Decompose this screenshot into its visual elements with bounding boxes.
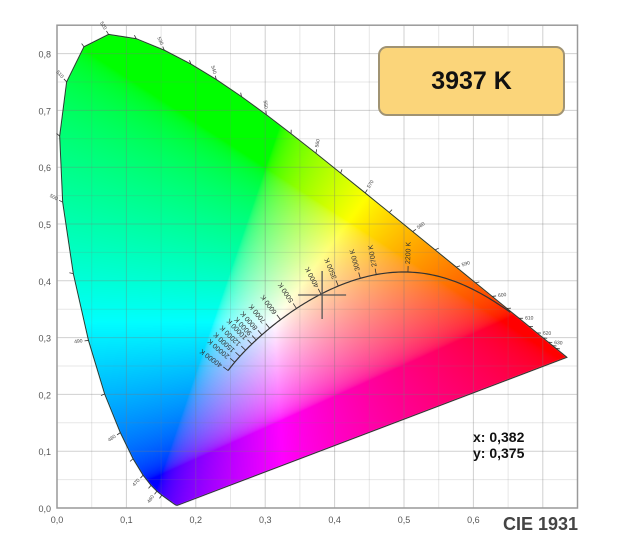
wavelength-tick: [129, 458, 134, 462]
x-tick-label: 0,6: [467, 515, 480, 525]
diagram-label: CIE 1931: [503, 514, 579, 534]
cct-label: 3500 K: [324, 256, 339, 279]
wavelength-tick: [116, 432, 121, 436]
wavelength-tick: [81, 43, 85, 48]
x-tick-label: 0,4: [328, 515, 341, 525]
y-tick-label: 0,6: [38, 163, 51, 173]
wavelength-label: 490: [74, 338, 83, 345]
wavelength-label: 500: [48, 193, 58, 202]
wavelength-label: 520: [98, 21, 108, 31]
coordinate-readout: x: 0,382 y: 0,375: [473, 429, 524, 461]
wavelength-label: 630: [554, 340, 563, 347]
x-tick-label: 0,5: [398, 515, 411, 525]
cct-tick: [265, 323, 270, 329]
readout-y: y: 0,375: [473, 445, 525, 461]
wavelength-tick: [214, 75, 217, 80]
wavelength-tick: [475, 281, 480, 284]
y-tick-label: 0,2: [38, 390, 51, 400]
wavelength-label: 480: [107, 434, 117, 444]
cct-tick: [276, 314, 281, 320]
wavelength-label: 470: [131, 478, 141, 488]
wavelength-tick: [162, 46, 165, 51]
wavelength-tick: [148, 485, 152, 489]
wavelength-label: 590: [461, 260, 471, 268]
cct-label: 2200 K: [405, 241, 413, 264]
y-tick-label: 0,0: [38, 504, 51, 514]
wavelength-tick: [58, 199, 63, 203]
selected-point-crosshair: [298, 271, 347, 319]
wavelength-label: 540: [209, 65, 217, 75]
y-tick-label: 0,3: [38, 334, 51, 344]
wavelength-tick: [189, 60, 192, 65]
cct-tick: [247, 339, 253, 345]
y-tick-label: 0,1: [38, 447, 51, 457]
cct-label: 3000 K: [349, 248, 362, 272]
y-tick-label: 0,5: [38, 220, 51, 230]
cct-label: 2700 K: [368, 244, 379, 267]
wavelength-label: 510: [54, 70, 64, 80]
wavelength-tick: [56, 133, 60, 137]
cct-label: 4000 K: [304, 265, 321, 288]
cct-tick: [251, 335, 257, 341]
wavelength-tick: [106, 30, 109, 35]
wavelength-tick: [100, 393, 105, 396]
wavelength-label: 620: [543, 331, 552, 337]
wavelength-label: 600: [498, 292, 507, 299]
wavelength-tick: [240, 92, 242, 97]
cct-label: 5000 K: [277, 281, 295, 304]
x-tick-label: 0,1: [120, 515, 133, 525]
wavelength-label: 580: [416, 221, 426, 231]
wavelength-label: 570: [366, 179, 376, 189]
x-tick-label: 0,3: [259, 515, 272, 525]
cct-tick: [223, 366, 229, 371]
wavelength-label: 610: [525, 315, 534, 321]
wavelength-tick: [63, 78, 67, 83]
wavelength-tick: [456, 265, 461, 268]
cct-tick: [374, 268, 377, 275]
wavelength-tick: [154, 490, 158, 495]
wavelength-tick: [434, 247, 439, 251]
cct-value: 3937 K: [431, 66, 512, 95]
cct-tick: [335, 280, 339, 287]
wavelength-tick: [159, 494, 163, 499]
wavelength-label: 460: [146, 494, 156, 504]
wavelength-tick: [140, 474, 144, 479]
cct-tick: [229, 357, 236, 363]
wavelength-tick: [412, 228, 417, 232]
plot-frame: [56, 24, 579, 509]
cct-tick: [241, 345, 246, 351]
cct-tick: [358, 272, 361, 279]
wavelength-label: 560: [314, 138, 321, 147]
wavelength-tick: [69, 272, 74, 274]
cct-badge: 3937 K: [378, 46, 565, 116]
wavelength-tick: [388, 209, 393, 213]
readout-x: x: 0,382: [473, 429, 525, 445]
wavelength-tick: [315, 149, 318, 154]
wavelength-tick: [134, 34, 137, 39]
planckian-locus: [227, 271, 511, 371]
y-tick-label: 0,7: [38, 106, 51, 116]
cct-tick: [317, 288, 322, 295]
wavelength-label: 550: [262, 100, 269, 109]
y-tick-label: 0,8: [38, 50, 51, 60]
spectral-locus: [59, 33, 568, 506]
wavelength-tick: [340, 169, 343, 174]
wavelength-tick: [364, 189, 368, 194]
wavelength-label: 530: [155, 36, 164, 46]
y-tick-label: 0,4: [38, 277, 51, 287]
cct-tick: [257, 330, 263, 336]
cct-tick: [292, 303, 297, 309]
cct-tick: [235, 351, 241, 357]
x-tick-label: 0,0: [51, 515, 64, 525]
x-tick-label: 0,2: [190, 515, 203, 525]
cct-label: 6000 K: [260, 293, 279, 315]
